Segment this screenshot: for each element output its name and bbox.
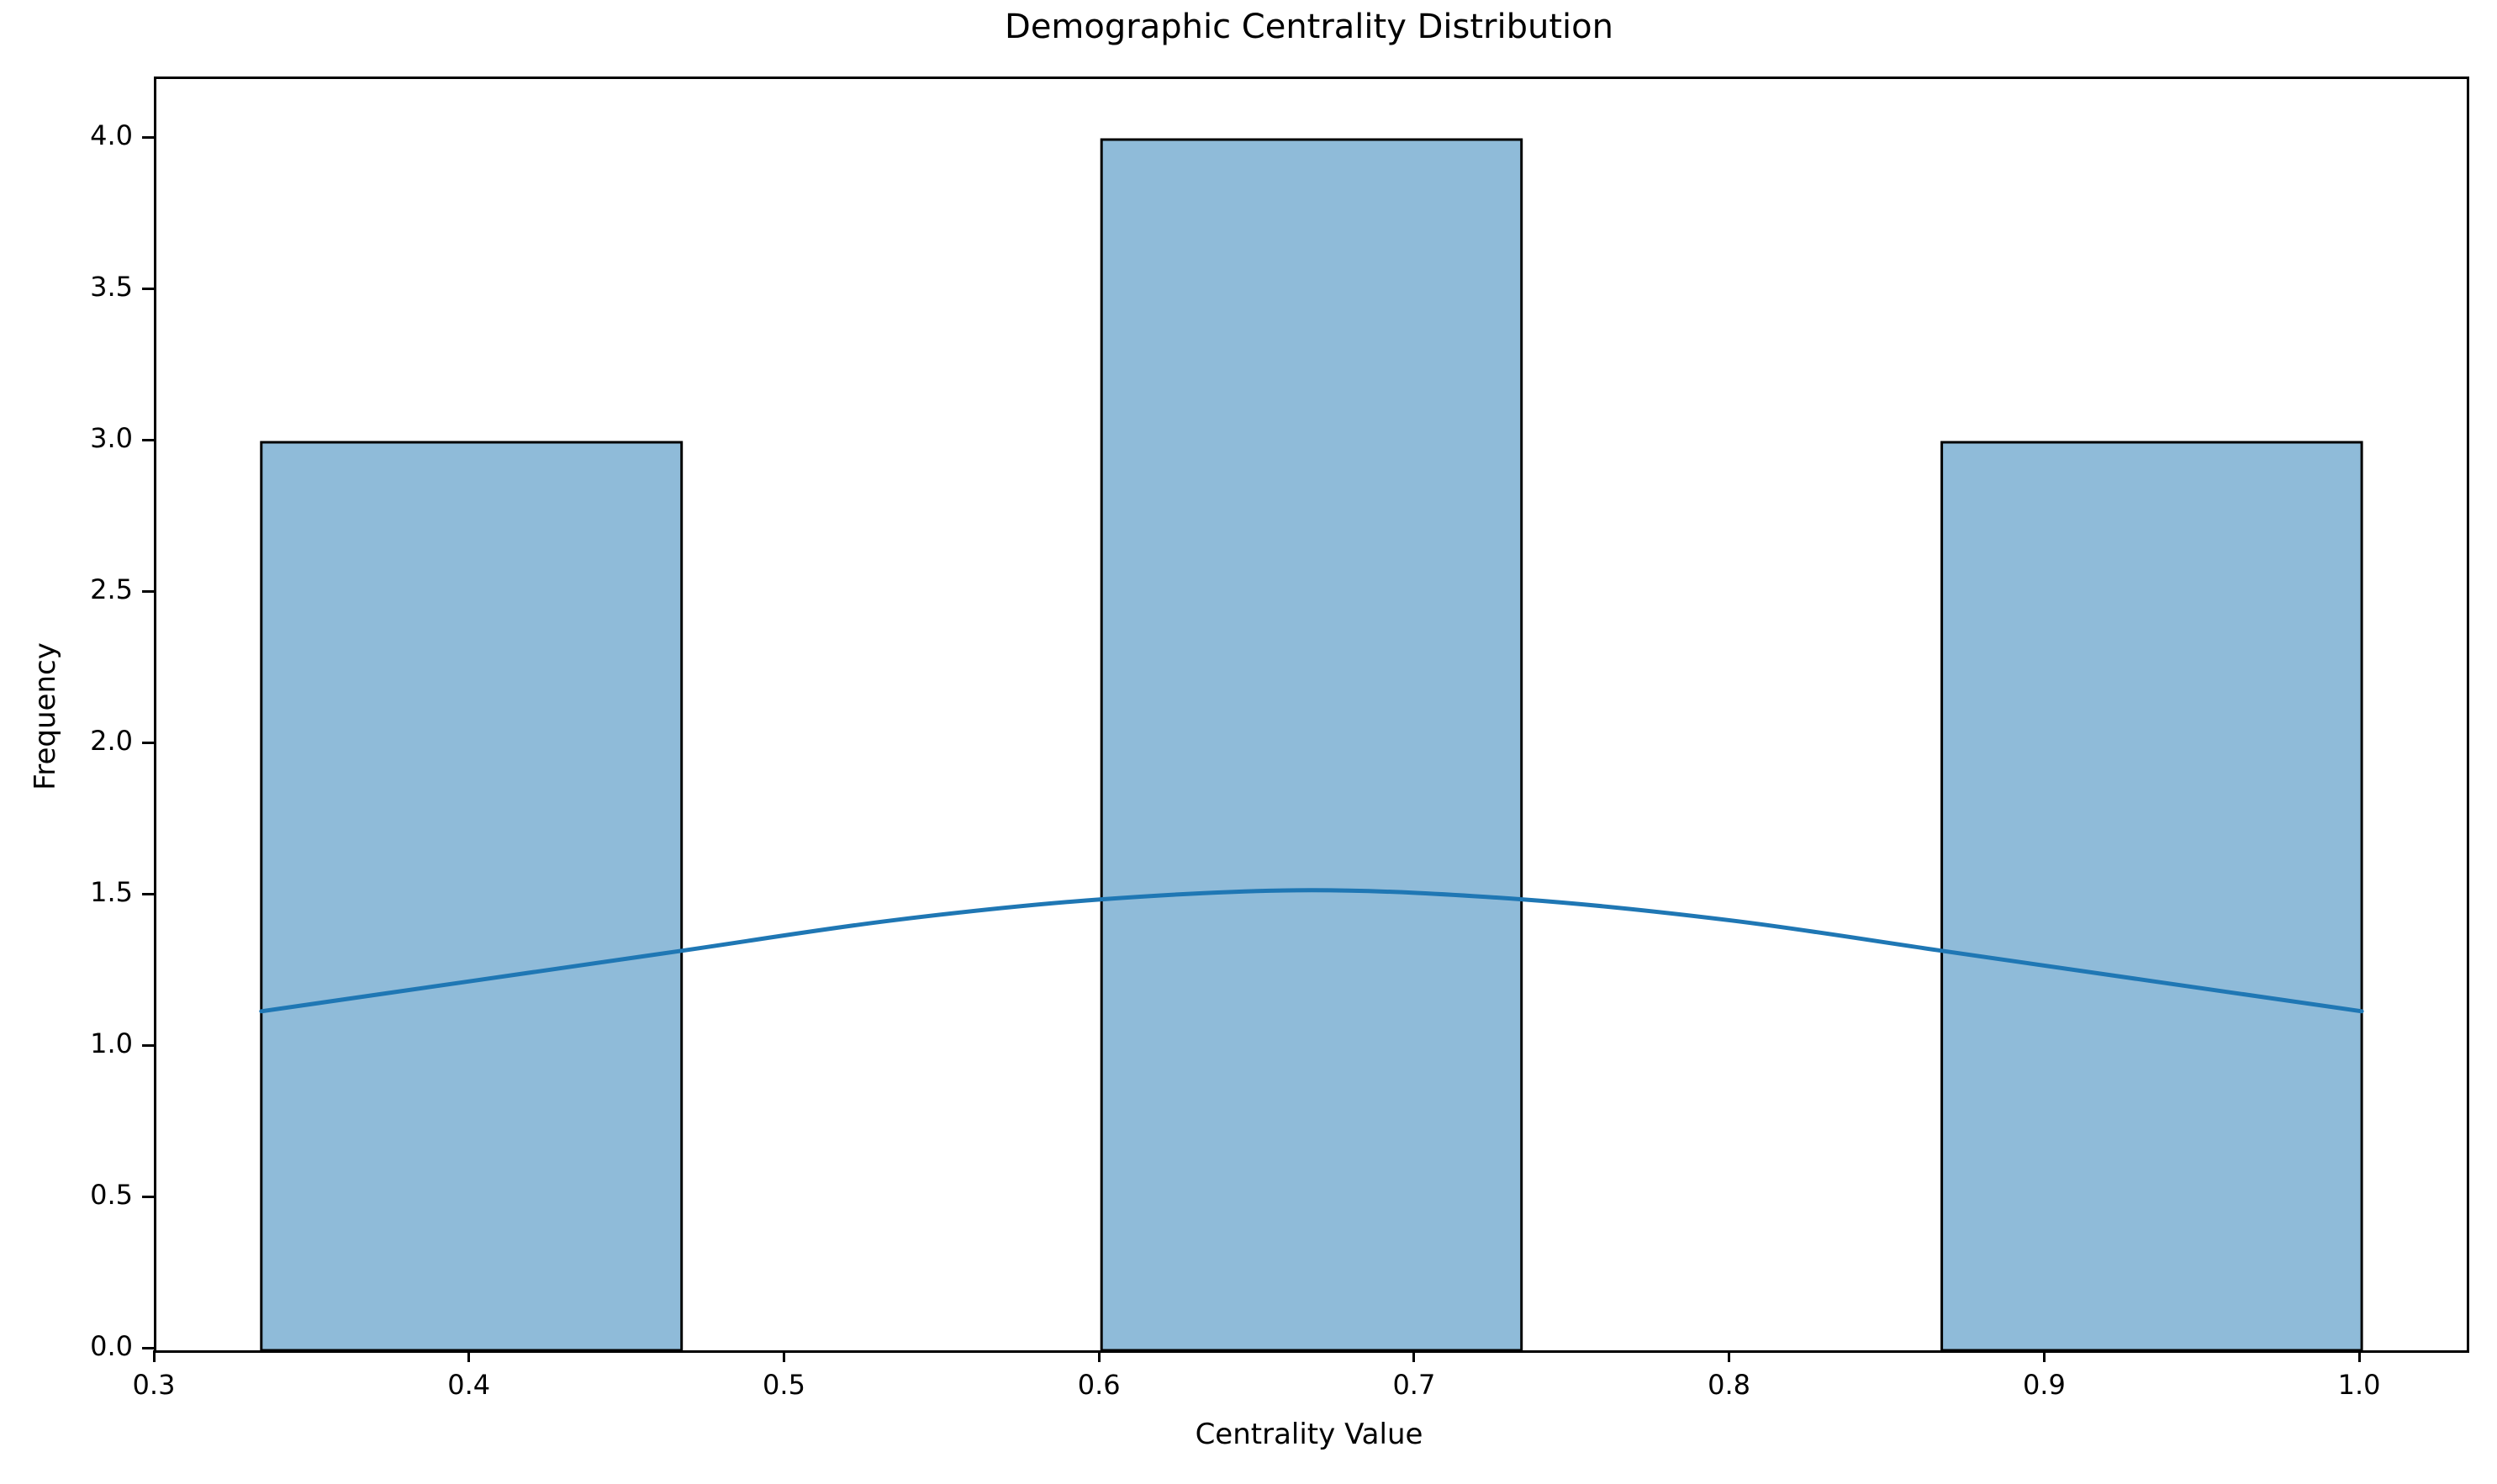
x-tick-mark — [783, 1350, 785, 1362]
x-tick-mark — [1412, 1350, 1416, 1362]
x-tick-label: 0.7 — [1392, 1369, 1436, 1401]
y-tick-mark — [142, 1346, 154, 1349]
x-axis-label: Centrality Value — [1195, 1418, 1423, 1451]
x-tick-label: 0.4 — [447, 1369, 491, 1401]
y-tick-label: 0.5 — [90, 1179, 133, 1211]
x-tick-mark — [467, 1350, 471, 1362]
x-tick-mark — [2357, 1350, 2361, 1362]
y-tick-label: 1.0 — [90, 1027, 133, 1059]
y-tick-label: 2.5 — [90, 573, 133, 605]
x-tick-label: 0.3 — [132, 1369, 176, 1401]
y-tick-label: 0.0 — [90, 1330, 133, 1362]
x-tick-label: 1.0 — [2337, 1369, 2381, 1401]
y-axis-label: Frequency — [29, 642, 62, 790]
y-tick-mark — [142, 135, 154, 139]
x-tick-label: 0.6 — [1077, 1369, 1121, 1401]
kde-curve — [259, 888, 2364, 1014]
x-tick-mark — [2042, 1350, 2046, 1362]
y-tick-mark — [142, 741, 154, 744]
y-tick-label: 1.5 — [90, 876, 133, 908]
y-tick-label: 3.0 — [90, 422, 133, 454]
y-tick-mark — [142, 438, 154, 441]
y-tick-label: 4.0 — [90, 119, 133, 151]
plot-area — [154, 77, 2469, 1353]
y-tick-mark — [142, 287, 154, 290]
histogram-bar — [260, 441, 684, 1350]
y-tick-mark — [142, 1195, 154, 1198]
x-tick-label: 0.9 — [2022, 1369, 2066, 1401]
x-tick-label: 0.5 — [763, 1369, 805, 1401]
y-tick-mark — [142, 892, 154, 895]
histogram-bar — [1100, 138, 1523, 1350]
x-tick-label: 0.8 — [1708, 1369, 1751, 1401]
y-tick-label: 3.5 — [90, 271, 133, 303]
x-tick-mark — [1097, 1350, 1101, 1362]
y-tick-mark — [142, 1043, 154, 1047]
histogram-bar — [1940, 441, 2363, 1350]
x-tick-mark — [152, 1350, 156, 1362]
chart-title: Demographic Centrality Distribution — [1005, 8, 1613, 46]
y-tick-mark — [142, 589, 154, 593]
chart-canvas — [259, 138, 2364, 1350]
x-tick-mark — [1728, 1350, 1731, 1362]
y-tick-label: 2.0 — [90, 725, 133, 757]
